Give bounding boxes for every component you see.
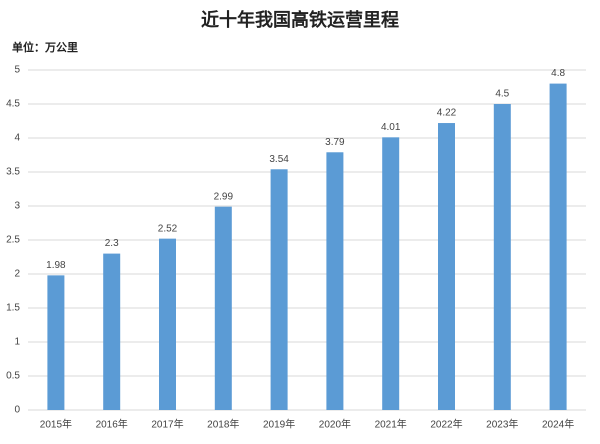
data-label: 4.8 xyxy=(551,68,565,79)
chart-title: 近十年我国高铁运营里程 xyxy=(201,9,399,30)
data-label: 3.79 xyxy=(325,137,345,148)
y-tick-label: 4.5 xyxy=(6,99,20,110)
y-tick-label: 3 xyxy=(14,201,20,212)
x-tick-label: 2016年 xyxy=(96,418,128,431)
data-label: 1.98 xyxy=(46,260,66,271)
x-tick-label: 2023年 xyxy=(486,418,518,431)
bar xyxy=(326,152,344,410)
bar xyxy=(270,169,288,410)
data-label: 4.5 xyxy=(495,89,509,100)
data-label: 4.01 xyxy=(381,122,401,133)
x-tick-label: 2015年 xyxy=(40,418,72,431)
y-tick-label: 1.5 xyxy=(6,303,20,314)
bar xyxy=(438,123,455,410)
bar xyxy=(159,238,176,410)
x-tick-label: 2021年 xyxy=(375,418,407,431)
x-tick-label: 2017年 xyxy=(151,418,183,431)
data-label: 2.52 xyxy=(158,223,178,234)
x-tick-label: 2018年 xyxy=(207,418,239,431)
bar xyxy=(103,253,121,410)
chart-subtitle: 单位：万公里 xyxy=(12,40,78,54)
y-tick-label: 0.5 xyxy=(6,371,20,382)
y-tick-label: 2.5 xyxy=(6,235,20,246)
bar xyxy=(47,275,65,410)
x-tick-label: 2024年 xyxy=(542,418,574,431)
bar xyxy=(214,206,232,410)
data-label: 4.22 xyxy=(437,108,457,119)
y-tick-label: 2 xyxy=(14,269,20,280)
bar xyxy=(549,83,567,410)
data-label: 3.54 xyxy=(269,154,289,165)
data-label: 2.3 xyxy=(105,238,119,249)
data-label: 2.99 xyxy=(214,191,234,202)
y-tick-label: 3.5 xyxy=(6,167,20,178)
x-tick-label: 2022年 xyxy=(430,418,462,431)
bar xyxy=(493,104,511,410)
y-tick-label: 4 xyxy=(14,133,20,144)
y-tick-label: 5 xyxy=(14,65,20,76)
bar xyxy=(382,137,400,410)
x-tick-label: 2020年 xyxy=(319,418,351,431)
x-tick-label: 2019年 xyxy=(263,418,295,431)
y-tick-label: 1 xyxy=(14,337,20,348)
y-tick-label: 0 xyxy=(14,405,20,416)
